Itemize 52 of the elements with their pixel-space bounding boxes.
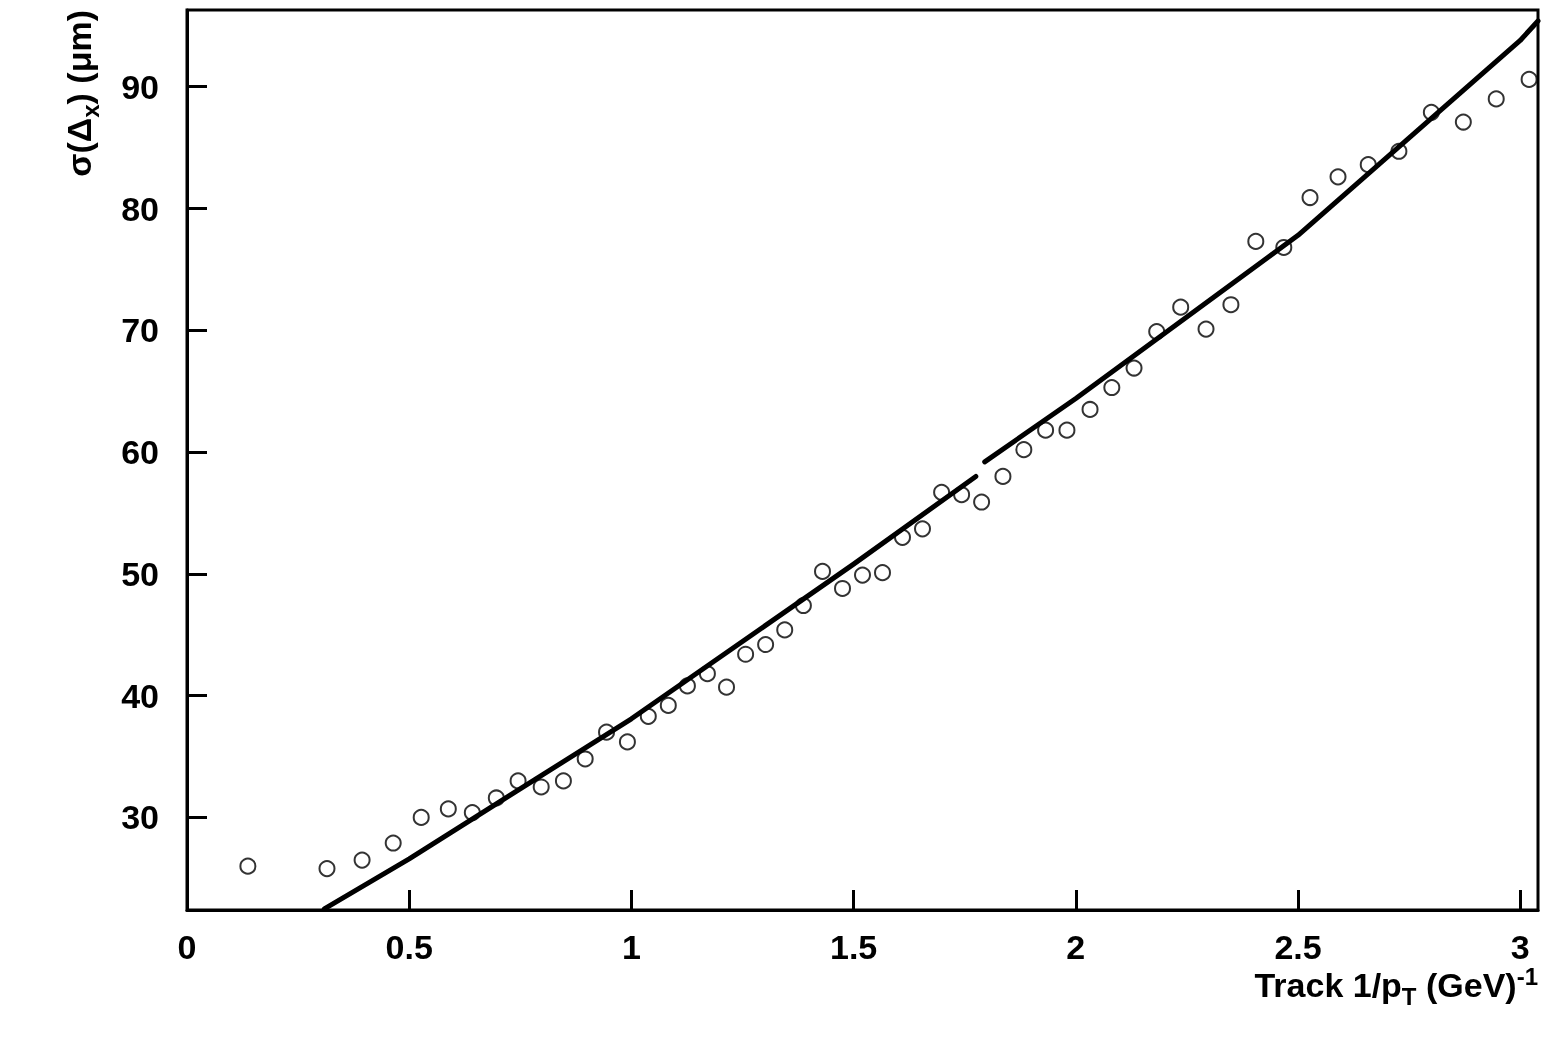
x-tick-label: 0 xyxy=(177,928,197,966)
point xyxy=(1058,421,1076,439)
point xyxy=(1015,441,1033,459)
x-tick-label: 2 xyxy=(1066,928,1086,966)
point xyxy=(439,800,457,818)
point xyxy=(973,493,991,511)
point xyxy=(1197,320,1215,338)
point xyxy=(1125,359,1143,377)
point xyxy=(1487,90,1505,108)
point xyxy=(1329,168,1347,186)
x-tick-label: 2.5 xyxy=(1274,928,1322,966)
y-tick-label: 70 xyxy=(121,311,159,350)
point xyxy=(576,750,594,768)
point xyxy=(1172,298,1190,316)
point xyxy=(659,696,677,714)
y-tick-label: 90 xyxy=(121,67,159,106)
point xyxy=(532,778,550,796)
point xyxy=(412,808,430,826)
point xyxy=(874,564,891,582)
point xyxy=(776,621,794,639)
point xyxy=(814,562,831,580)
point xyxy=(1222,296,1240,314)
point xyxy=(994,467,1012,485)
y-tick-label: 40 xyxy=(121,676,159,715)
point xyxy=(1301,189,1319,207)
point xyxy=(239,857,257,875)
y-tick-label: 60 xyxy=(121,433,159,472)
point xyxy=(353,851,371,869)
point xyxy=(737,645,755,663)
x-tick-label: 0.5 xyxy=(385,928,433,966)
x-axis-title: Track 1/p$_{T}$ (GeV)$^{-1}$ xyxy=(1254,963,1538,1011)
point xyxy=(854,566,871,584)
point xyxy=(554,772,572,790)
y-tick-label: 80 xyxy=(121,189,159,228)
point xyxy=(1520,70,1538,88)
point xyxy=(757,636,775,653)
x-tick-label: 3 xyxy=(1510,928,1530,966)
y-tick-label: 30 xyxy=(121,798,159,837)
x-tick-label: 1.5 xyxy=(829,928,878,966)
point xyxy=(618,733,636,751)
point xyxy=(834,579,851,597)
point xyxy=(1037,421,1055,439)
point xyxy=(914,520,931,538)
point xyxy=(1081,400,1099,418)
x-tick-label: 1 xyxy=(621,928,641,966)
point xyxy=(1454,113,1472,131)
point xyxy=(1103,379,1121,397)
point xyxy=(384,834,402,852)
point xyxy=(318,860,336,878)
point xyxy=(1247,232,1265,250)
y-tick-label: 50 xyxy=(121,554,159,593)
point xyxy=(718,678,736,696)
